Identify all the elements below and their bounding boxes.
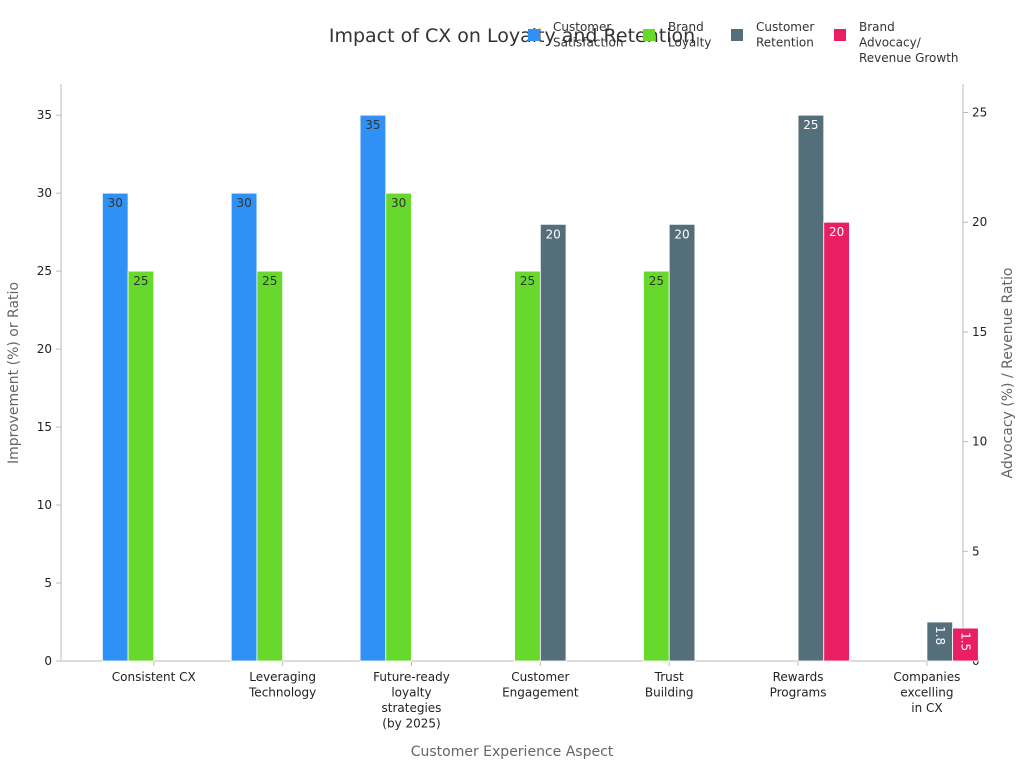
bar xyxy=(823,221,850,662)
category-label-line: in CX xyxy=(911,701,942,715)
legend-item-label: Brand Advocacy/Revenue Growth xyxy=(859,20,959,65)
bar-value-label: 35 xyxy=(365,118,380,132)
category-label-line: excelling xyxy=(900,686,953,700)
legend-item-label-line: Revenue Growth xyxy=(859,51,959,65)
category-label-line: Companies xyxy=(893,670,960,684)
bar-value-label: 20 xyxy=(829,225,844,239)
bar xyxy=(256,270,284,662)
legend-swatch xyxy=(834,29,846,41)
bar xyxy=(797,114,825,662)
category-label-line: Building xyxy=(645,686,694,700)
category-label-line: Engagement xyxy=(502,686,579,700)
bar-value-label: 25 xyxy=(262,274,277,288)
bar xyxy=(101,192,129,662)
category-label-line: loyalty xyxy=(391,686,431,700)
legend-item-label: Customer Retention xyxy=(756,20,814,50)
legend-item-label-line: Retention xyxy=(756,36,814,50)
category-label: Companies excelling in CX xyxy=(893,670,960,715)
category-label-line: strategies xyxy=(382,701,442,715)
category-label: Trust Building xyxy=(645,670,694,700)
y-tick-label: 10 xyxy=(37,498,52,512)
category-label-line: Trust xyxy=(654,670,684,684)
y2-tick-label: 20 xyxy=(972,215,987,229)
category-label-line: Future-ready xyxy=(373,670,450,684)
legend-item-label: Customer Satisfaction xyxy=(553,20,623,50)
y2-tick-label: 15 xyxy=(972,325,987,339)
bar-value-label: 1.5 xyxy=(958,632,972,651)
bar-value-label: 30 xyxy=(108,196,123,210)
category-label: Consistent CX xyxy=(112,670,196,684)
bar-value-label: 25 xyxy=(803,118,818,132)
bar xyxy=(127,270,155,662)
bar-value-label: 1.8 xyxy=(933,626,947,645)
legend-swatch xyxy=(731,29,743,41)
category-label: Leveraging Technology xyxy=(248,670,316,700)
bar xyxy=(926,621,954,662)
legend-item-label-line: Customer xyxy=(553,20,611,34)
bar xyxy=(539,223,567,662)
bar-value-label: 20 xyxy=(674,227,689,241)
y-axis-label: Improvement (%) or Ratio xyxy=(6,282,22,464)
category-label-line: Consistent CX xyxy=(112,670,196,684)
category-label-line: (by 2025) xyxy=(382,717,440,731)
bar xyxy=(668,223,696,662)
y-tick-label: 5 xyxy=(44,576,52,590)
bar xyxy=(359,114,387,662)
legend-item-label-line: Loyalty xyxy=(668,36,711,50)
legend-item-label-line: Satisfaction xyxy=(553,36,623,50)
x-axis-label: Customer Experience Aspect xyxy=(411,744,614,760)
bar-value-label: 25 xyxy=(133,274,148,288)
legend-swatch xyxy=(643,29,655,41)
category-label: Rewards Programs xyxy=(770,670,827,700)
legend: Customer Satisfaction Brand Loyalty Customer… xyxy=(528,20,959,65)
bar xyxy=(952,627,979,662)
y2-tick-label: 25 xyxy=(972,106,987,120)
bar-value-label: 25 xyxy=(649,274,664,288)
bar-value-label: 30 xyxy=(391,196,406,210)
y-tick-label: 20 xyxy=(37,342,52,356)
bar xyxy=(643,270,670,662)
bar-value-label: 25 xyxy=(520,274,535,288)
y-tick-label: 25 xyxy=(37,264,52,278)
legend-item-label-line: Brand xyxy=(859,20,895,34)
category-label: Future-ready loyalty strategies (by 2025) xyxy=(373,670,450,731)
chart-title: Impact of CX on Loyalty and Retention xyxy=(329,25,695,47)
legend-item-label-line: Customer xyxy=(756,20,814,34)
y2-tick-label: 10 xyxy=(972,435,987,449)
bar xyxy=(385,192,412,662)
y-tick-label: 35 xyxy=(37,108,52,122)
legend-item-label-line: Advocacy/ xyxy=(859,36,922,50)
y-tick-label: 15 xyxy=(37,420,52,434)
bar xyxy=(514,270,541,662)
category-label: Customer Engagement xyxy=(502,670,579,700)
legend-item-label-line: Brand xyxy=(668,20,704,34)
category-label-line: Programs xyxy=(770,686,827,700)
plot-area: 051015202530350510152025Consistent CX302… xyxy=(37,84,987,731)
bar xyxy=(230,192,258,662)
legend-swatch xyxy=(528,29,540,41)
category-label-line: Technology xyxy=(248,686,316,700)
y-tick-label: 0 xyxy=(44,654,52,668)
category-label-line: Leveraging xyxy=(249,670,316,684)
y2-axis-label: Advocacy (%) / Revenue Ratio xyxy=(1000,268,1016,479)
y-tick-label: 30 xyxy=(37,186,52,200)
legend-item-label: Brand Loyalty xyxy=(668,20,711,50)
y2-tick-label: 5 xyxy=(972,544,980,558)
category-label-line: Customer xyxy=(511,670,569,684)
bar-value-label: 30 xyxy=(236,196,251,210)
category-label-line: Rewards xyxy=(773,670,824,684)
bar-value-label: 20 xyxy=(546,227,561,241)
